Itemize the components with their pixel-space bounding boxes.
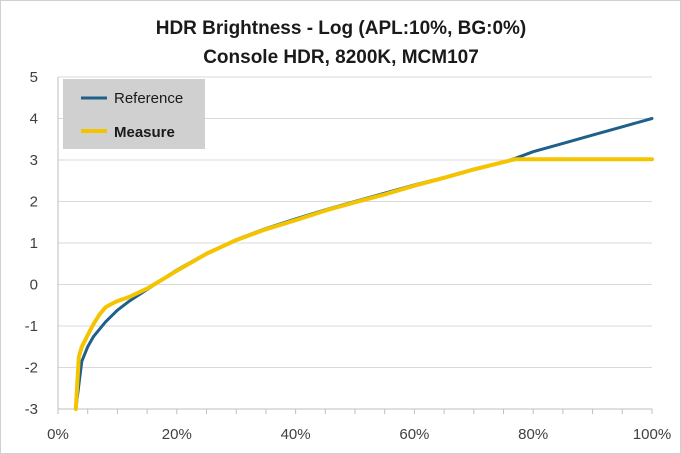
y-tick-label: 4 <box>30 111 38 128</box>
chart-title-line-2: Console HDR, 8200K, MCM107 <box>203 47 479 68</box>
legend-box <box>63 79 205 149</box>
y-tick-label: -3 <box>25 401 38 418</box>
legend-label-reference: Reference <box>114 90 183 107</box>
chart-title-line-1: HDR Brightness - Log (APL:10%, BG:0%) <box>156 18 527 39</box>
legend-label-measure: Measure <box>114 124 175 141</box>
axes <box>57 77 653 414</box>
series-lines <box>73 117 654 411</box>
x-tick-label: 0% <box>47 426 69 443</box>
x-tick-labels: 0% 20% 40% 60% 80% 100% <box>47 426 671 443</box>
y-tick-label: 2 <box>30 194 38 211</box>
series-line-reference <box>74 117 654 411</box>
x-tick-label: 20% <box>162 426 192 443</box>
y-tick-label: -2 <box>25 360 38 377</box>
legend: Reference Measure <box>63 79 205 149</box>
x-tick-label: 100% <box>633 426 671 443</box>
y-tick-label: 3 <box>30 152 38 169</box>
x-tick-label: 60% <box>399 426 429 443</box>
x-tick-label: 80% <box>518 426 548 443</box>
y-tick-label: 5 <box>30 69 38 86</box>
y-tick-labels: -3 -2 -1 0 1 2 3 4 5 <box>25 69 38 418</box>
y-tick-label: 1 <box>30 235 38 252</box>
y-tick-label: 0 <box>30 277 38 294</box>
x-tick-label: 40% <box>281 426 311 443</box>
series-line-measure <box>73 157 654 411</box>
y-tick-label: -1 <box>25 318 38 335</box>
